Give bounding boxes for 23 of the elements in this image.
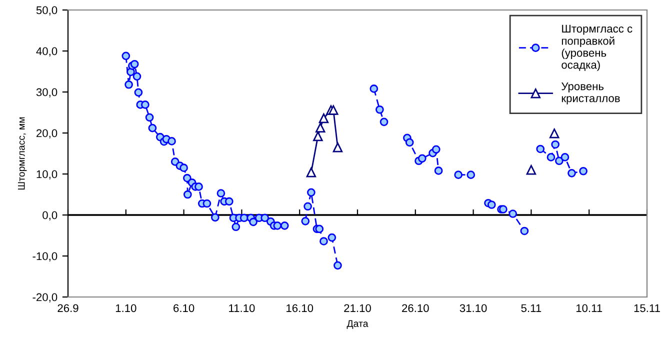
x-tick-label: 10.11 [576,304,602,312]
y-tick-label: -20,0 [32,293,58,302]
y-tick-label: -10,0 [32,252,58,262]
x-tick-label: 1.10 [116,304,136,312]
y-tick-label: 20,0 [36,129,58,138]
y-tick-label: 40,0 [36,47,58,56]
y-tick-label: 30,0 [36,88,58,98]
x-tick-label: 11.10 [229,304,255,312]
y-axis-title: Штормгласс, мм [18,117,27,190]
x-tick-label: 26.9 [58,304,78,312]
x-tick-label: 6.10 [174,304,194,312]
x-tick-label: 26.10 [402,304,429,312]
y-tick-label: 0,0 [42,211,58,220]
y-tick-label: 50,0 [36,6,58,16]
legend-label: Штормгласс с поправкой (уровень осадка) [562,24,632,71]
legend-label: Уровень кристаллов [561,82,620,104]
y-tick-label: 10,0 [36,170,58,180]
x-axis-title: Дата [346,320,368,329]
x-tick-label: 16.10 [286,304,314,312]
x-tick-label: 31.10 [460,304,487,312]
x-tick-label: 5.11 [521,304,542,312]
x-tick-label: 15.11 [634,304,660,312]
x-tick-label: 21.10 [344,304,371,312]
